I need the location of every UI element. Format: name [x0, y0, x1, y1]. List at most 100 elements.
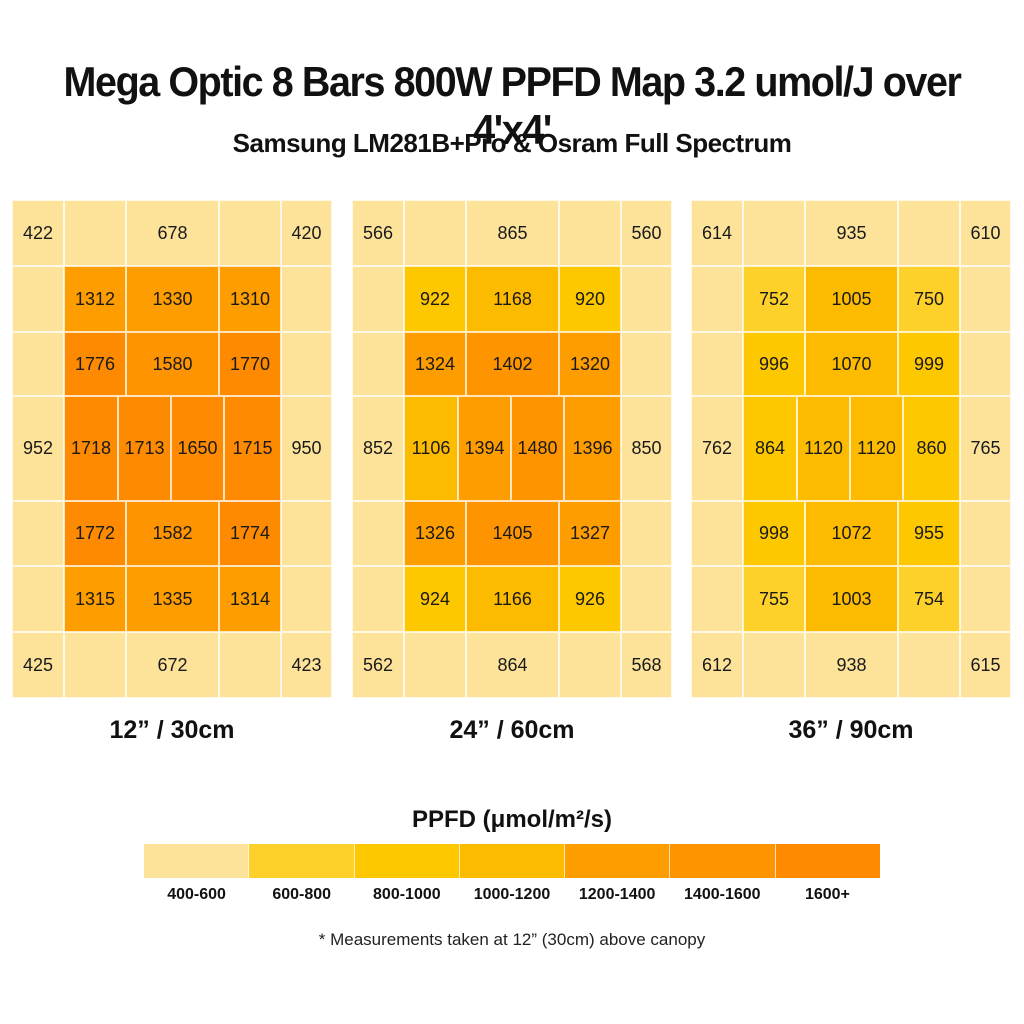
ppfd-cell: 1650: [171, 396, 224, 501]
ppfd-cell: 672: [126, 632, 219, 698]
ppfd-cell: 955: [898, 501, 960, 566]
ppfd-cell: 612: [691, 632, 743, 698]
empty-cell: [281, 332, 332, 396]
ppfd-cell: 1776: [64, 332, 126, 396]
ppfd-cell: 752: [743, 266, 805, 332]
ppfd-cell: 568: [621, 632, 672, 698]
ppfd-cell: 860: [903, 396, 960, 501]
ppfd-cell: 1120: [797, 396, 850, 501]
ppfd-cell: 1005: [805, 266, 898, 332]
empty-cell: [281, 566, 332, 632]
ppfd-cell: 754: [898, 566, 960, 632]
legend-label: 1400-1600: [684, 886, 761, 903]
ppfd-cell: 1003: [805, 566, 898, 632]
ppfd-cell: 765: [960, 396, 1011, 501]
ppfd-cell: 1324: [404, 332, 466, 396]
ppfd-cell: 614: [691, 200, 743, 266]
ppfd-cell: 562: [352, 632, 404, 698]
grid-label-24in: 24” / 60cm: [449, 716, 575, 744]
empty-cell: [743, 200, 805, 266]
ppfd-cell: 420: [281, 200, 332, 266]
ppfd-cell: 755: [743, 566, 805, 632]
ppfd-cell: 423: [281, 632, 332, 698]
empty-cell: [691, 566, 743, 632]
ppfd-cell: 1168: [466, 266, 559, 332]
legend-swatch: [249, 844, 355, 878]
empty-cell: [12, 332, 64, 396]
ppfd-grid-12in: 422 678 420 1312 1330 1310 1776 1580 1770 952 1718…: [12, 200, 332, 698]
empty-cell: [960, 501, 1011, 566]
ppfd-cell: 1770: [219, 332, 281, 396]
ppfd-cell: 999: [898, 332, 960, 396]
empty-cell: [559, 632, 621, 698]
footnote: * Measurements taken at 12” (30cm) above…: [318, 930, 706, 949]
ppfd-cell: 1394: [458, 396, 511, 501]
ppfd-cell: 1396: [564, 396, 621, 501]
ppfd-cell: 926: [559, 566, 621, 632]
ppfd-cell: 1106: [404, 396, 458, 501]
ppfd-cell: 1320: [559, 332, 621, 396]
ppfd-cell: 678: [126, 200, 219, 266]
legend-swatch: [775, 844, 880, 878]
ppfd-cell: 560: [621, 200, 672, 266]
legend-bar: [144, 844, 880, 878]
ppfd-cell: 750: [898, 266, 960, 332]
ppfd-grid-24in: 566 865 560 922 1168 920 1324 1402 1320 852 1106 13…: [352, 200, 672, 698]
empty-cell: [64, 200, 126, 266]
legend-swatch: [670, 844, 776, 878]
chart-subtitle: Samsung LM281B+Pro & Osram Full Spectrum: [232, 128, 792, 158]
empty-cell: [621, 332, 672, 396]
empty-cell: [352, 566, 404, 632]
chart-title: Mega Optic 8 Bars 800W PPFD Map 3.2 umol…: [63, 58, 962, 153]
empty-cell: [559, 200, 621, 266]
ppfd-cell: 1314: [219, 566, 281, 632]
legend-swatch: [354, 844, 460, 878]
empty-cell: [404, 200, 466, 266]
ppfd-cell: 566: [352, 200, 404, 266]
ppfd-cell: 615: [960, 632, 1011, 698]
ppfd-cell: 1326: [404, 501, 466, 566]
ppfd-cell: 864: [466, 632, 559, 698]
empty-cell: [281, 501, 332, 566]
ppfd-cell: 924: [404, 566, 466, 632]
ppfd-cell: 1070: [805, 332, 898, 396]
ppfd-cell: 850: [621, 396, 672, 501]
empty-cell: [691, 501, 743, 566]
empty-cell: [219, 632, 281, 698]
ppfd-cell: 1582: [126, 501, 219, 566]
ppfd-cell: 610: [960, 200, 1011, 266]
legend-label: 600-800: [272, 886, 332, 903]
legend-title: PPFD (μmol/m²/s): [411, 806, 613, 833]
ppfd-cell: 998: [743, 501, 805, 566]
empty-cell: [352, 266, 404, 332]
empty-cell: [621, 266, 672, 332]
ppfd-cell: 1774: [219, 501, 281, 566]
ppfd-grid-36in: 614 935 610 752 1005 750 996 1070 999 762 864 1120 1…: [691, 200, 1011, 698]
empty-cell: [12, 501, 64, 566]
ppfd-cell: 952: [12, 396, 64, 501]
ppfd-cell: 1718: [64, 396, 118, 501]
ppfd-cell: 1310: [219, 266, 281, 332]
legend-label: 1200-1400: [578, 886, 656, 903]
legend-label: 400-600: [167, 886, 226, 903]
legend-swatch: [144, 844, 250, 878]
empty-cell: [743, 632, 805, 698]
empty-cell: [404, 632, 466, 698]
grid-label-12in: 12” / 30cm: [109, 716, 235, 744]
ppfd-cell: 1312: [64, 266, 126, 332]
empty-cell: [898, 632, 960, 698]
ppfd-cell: 935: [805, 200, 898, 266]
empty-cell: [960, 566, 1011, 632]
ppfd-cell: 1120: [850, 396, 903, 501]
empty-cell: [621, 566, 672, 632]
empty-cell: [898, 200, 960, 266]
ppfd-cell: 1335: [126, 566, 219, 632]
grid-label-36in: 36” / 90cm: [788, 716, 914, 744]
ppfd-cell: 864: [743, 396, 797, 501]
ppfd-cell: 1772: [64, 501, 126, 566]
ppfd-cell: 922: [404, 266, 466, 332]
ppfd-cell: 1166: [466, 566, 559, 632]
ppfd-cell: 1315: [64, 566, 126, 632]
empty-cell: [219, 200, 281, 266]
empty-cell: [352, 501, 404, 566]
